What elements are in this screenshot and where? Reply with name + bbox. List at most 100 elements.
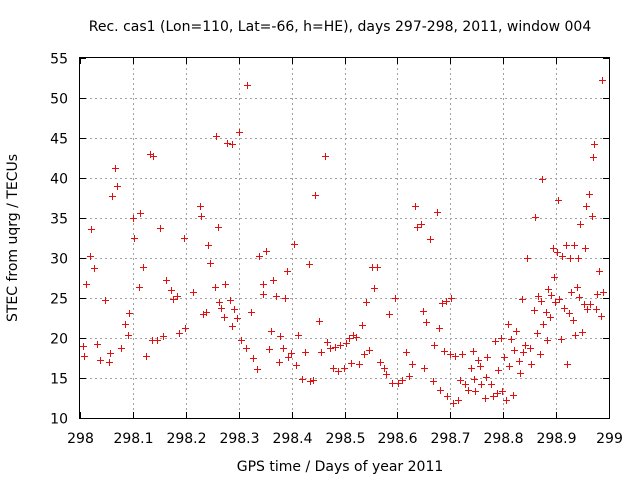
x-tick-label: 298.7 bbox=[430, 431, 470, 447]
axis-ticks bbox=[80, 58, 610, 419]
data-point bbox=[510, 392, 517, 399]
data-point bbox=[318, 349, 325, 356]
x-tick-label: 298.9 bbox=[536, 431, 576, 447]
data-point bbox=[97, 357, 104, 364]
data-point bbox=[353, 334, 360, 341]
x-tick-label: 298.5 bbox=[325, 431, 365, 447]
data-point bbox=[310, 377, 317, 384]
data-point bbox=[284, 268, 291, 275]
data-point bbox=[470, 348, 477, 355]
data-point bbox=[327, 345, 334, 352]
data-point bbox=[215, 224, 222, 231]
data-point bbox=[131, 235, 138, 242]
data-point bbox=[444, 393, 451, 400]
data-point bbox=[335, 368, 342, 375]
data-point bbox=[506, 363, 513, 370]
data-point bbox=[524, 255, 531, 262]
data-point bbox=[516, 358, 523, 365]
data-point bbox=[517, 370, 524, 377]
data-point bbox=[157, 225, 164, 232]
data-point bbox=[154, 337, 161, 344]
y-axis-title: STEC from uqrg / TECUs bbox=[5, 154, 21, 322]
data-point bbox=[540, 321, 547, 328]
data-point bbox=[462, 381, 469, 388]
data-point bbox=[499, 388, 506, 395]
data-point bbox=[495, 367, 502, 374]
x-tick-label: 298.4 bbox=[272, 431, 312, 447]
data-point bbox=[94, 341, 101, 348]
y-tick-label: 50 bbox=[50, 92, 68, 108]
plot-frame bbox=[79, 57, 610, 419]
data-point bbox=[519, 296, 526, 303]
data-point bbox=[505, 321, 512, 328]
data-point bbox=[260, 281, 267, 288]
data-point bbox=[288, 350, 295, 357]
data-point bbox=[527, 345, 534, 352]
data-point bbox=[531, 307, 538, 314]
data-point bbox=[587, 301, 594, 308]
x-tick-label: 298.8 bbox=[483, 431, 523, 447]
data-point bbox=[203, 309, 210, 316]
data-point bbox=[572, 332, 579, 339]
data-point bbox=[197, 203, 204, 210]
data-point bbox=[285, 354, 292, 361]
data-point bbox=[421, 365, 428, 372]
data-point bbox=[576, 294, 583, 301]
data-point bbox=[160, 333, 167, 340]
data-point bbox=[81, 353, 88, 360]
x-tick-label: 298.1 bbox=[113, 431, 153, 447]
data-point bbox=[170, 296, 177, 303]
data-point bbox=[221, 314, 228, 321]
data-point bbox=[268, 328, 275, 335]
data-point bbox=[182, 325, 189, 332]
data-point bbox=[276, 359, 283, 366]
y-tick-label: 45 bbox=[50, 132, 68, 148]
data-point bbox=[566, 310, 573, 317]
data-point bbox=[478, 381, 485, 388]
data-point bbox=[386, 311, 393, 318]
data-point bbox=[243, 345, 250, 352]
y-tick-label: 20 bbox=[50, 332, 68, 348]
data-point bbox=[439, 300, 446, 307]
data-point bbox=[586, 191, 593, 198]
data-point bbox=[403, 349, 410, 356]
y-tick-labels: 10 15 20 25 30 35 40 45 50 55 bbox=[50, 52, 68, 428]
data-point bbox=[383, 371, 390, 378]
data-point bbox=[174, 293, 181, 300]
data-point bbox=[582, 245, 589, 252]
data-point bbox=[137, 210, 144, 217]
x-tick-label: 298.6 bbox=[377, 431, 417, 447]
data-point bbox=[392, 295, 399, 302]
data-point bbox=[459, 351, 466, 358]
data-point bbox=[118, 345, 125, 352]
data-point bbox=[322, 153, 329, 160]
y-tick-label: 55 bbox=[50, 52, 68, 68]
data-point bbox=[238, 337, 245, 344]
data-point bbox=[280, 345, 287, 352]
data-point bbox=[91, 265, 98, 272]
data-point bbox=[482, 395, 489, 402]
data-point bbox=[492, 338, 499, 345]
data-point bbox=[324, 339, 331, 346]
x-tick-label: 298.3 bbox=[219, 431, 259, 447]
data-point bbox=[130, 215, 137, 222]
data-point bbox=[266, 346, 273, 353]
data-point bbox=[508, 336, 515, 343]
data-point bbox=[306, 261, 313, 268]
data-point bbox=[488, 381, 495, 388]
y-tick-label: 30 bbox=[50, 252, 68, 268]
data-point bbox=[498, 335, 505, 342]
data-point bbox=[346, 335, 353, 342]
data-point bbox=[341, 365, 348, 372]
data-point bbox=[544, 337, 551, 344]
data-point bbox=[594, 291, 601, 298]
data-point bbox=[441, 348, 448, 355]
data-point bbox=[198, 213, 205, 220]
data-point bbox=[244, 82, 251, 89]
data-point bbox=[554, 249, 561, 256]
data-point bbox=[431, 342, 438, 349]
data-point bbox=[207, 260, 214, 267]
data-point bbox=[564, 361, 571, 368]
data-point bbox=[443, 298, 450, 305]
data-point bbox=[427, 236, 434, 243]
